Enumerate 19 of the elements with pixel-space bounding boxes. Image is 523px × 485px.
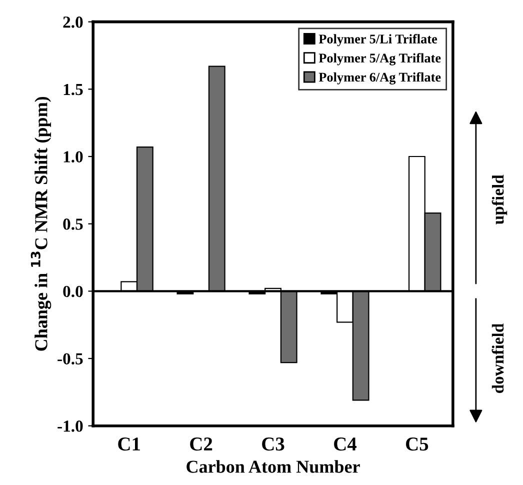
text: upfield: [492, 174, 508, 224]
y-tick-label: 1.5: [64, 84, 83, 96]
y-tick-label: -1.0: [58, 420, 83, 432]
text: downfield: [492, 323, 504, 394]
x-tick-label: C4: [334, 438, 356, 451]
y-axis-title: Change in $^{13}$C NMR Shift (ppm): [30, 96, 52, 351]
legend-label: Polymer 6/Ag Triflate: [318, 72, 441, 84]
y-tick-label: 0.5: [63, 218, 83, 230]
x-tick-label: C2: [190, 438, 212, 451]
legend-label: Polymer 5/Li Triflate: [318, 34, 438, 46]
y-tick-label: 2.0: [63, 16, 83, 28]
y-tick-label: 1.0: [64, 151, 83, 163]
x-axis-title: Carbon Atom Number: [186, 460, 360, 473]
x-tick-label: C3: [262, 438, 284, 451]
x-tick-label: C1: [118, 438, 140, 451]
legend-label: Polymer 5/Ag Triflate: [318, 53, 441, 66]
y-tick-label: -0.5: [58, 353, 83, 365]
x-tick-label: C5: [406, 438, 428, 451]
y-tick-label: 0.0: [63, 286, 83, 298]
